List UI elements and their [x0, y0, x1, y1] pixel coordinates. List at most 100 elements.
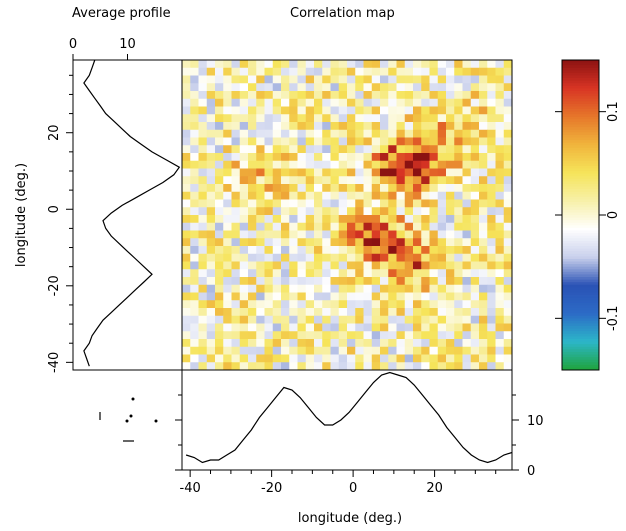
heatmap-cell	[397, 60, 406, 68]
colorbar-step	[562, 156, 599, 159]
heatmap-cell	[471, 254, 480, 262]
heatmap-cell	[314, 231, 323, 239]
heatmap-cell	[413, 114, 422, 122]
heatmap-cell	[223, 254, 232, 262]
heatmap-cell	[331, 207, 340, 215]
heatmap-cell	[248, 83, 257, 91]
heatmap-cell	[405, 300, 414, 308]
heatmap-cell	[265, 107, 274, 115]
heatmap-cell	[289, 347, 298, 355]
heatmap-cell	[487, 207, 496, 215]
heatmap-cell	[364, 91, 373, 99]
heatmap-cell	[223, 347, 232, 355]
colorbar-step	[562, 339, 599, 342]
heatmap-cell	[479, 238, 488, 246]
heatmap-cell	[421, 145, 430, 153]
heatmap-cell	[215, 254, 224, 262]
colorbar-step	[562, 104, 599, 107]
heatmap-cell	[421, 114, 430, 122]
heatmap-cell	[397, 269, 406, 277]
heatmap-cell	[331, 184, 340, 192]
heatmap-cell	[273, 324, 282, 332]
heatmap-cell	[273, 107, 282, 115]
heatmap-cell	[215, 362, 224, 370]
heatmap-cell	[430, 347, 439, 355]
heatmap-cell	[273, 238, 282, 246]
heatmap-cell	[190, 145, 199, 153]
heatmap-cell	[331, 68, 340, 76]
heatmap-cell	[479, 130, 488, 138]
heatmap-cell	[289, 254, 298, 262]
heatmap-cell	[372, 184, 381, 192]
heatmap-cell	[380, 269, 389, 277]
heatmap-cell	[223, 99, 232, 107]
heatmap-cell	[372, 76, 381, 84]
heatmap-cell	[397, 254, 406, 262]
heatmap-cell	[306, 223, 315, 231]
heatmap-cell	[265, 83, 274, 91]
heatmap-cell	[446, 184, 455, 192]
heatmap-cell	[240, 76, 249, 84]
heatmap-cell	[314, 316, 323, 324]
heatmap-cell	[471, 316, 480, 324]
heatmap-cell	[405, 130, 414, 138]
heatmap-cell	[463, 169, 472, 177]
colorbar-step	[562, 329, 599, 332]
heatmap-cell	[380, 176, 389, 184]
heatmap-cell	[314, 324, 323, 332]
heatmap-cell	[463, 161, 472, 169]
colorbar-step	[562, 114, 599, 117]
heatmap-cell	[289, 145, 298, 153]
heatmap-cell	[240, 107, 249, 115]
heatmap-cell	[487, 99, 496, 107]
heatmap-cell	[207, 130, 216, 138]
heatmap-cell	[430, 277, 439, 285]
heatmap-cell	[487, 184, 496, 192]
corner-marks	[100, 398, 157, 441]
heatmap-cell	[289, 114, 298, 122]
heatmap-cell	[421, 316, 430, 324]
heatmap-cell	[322, 114, 331, 122]
heatmap-cell	[430, 200, 439, 208]
heatmap-cell	[347, 347, 356, 355]
heatmap-cell	[454, 176, 463, 184]
heatmap-cell	[331, 107, 340, 115]
colorbar-step	[562, 267, 599, 270]
heatmap-cell	[306, 60, 315, 68]
heatmap-cell	[380, 76, 389, 84]
heatmap-cell	[438, 91, 447, 99]
heatmap-cell	[281, 262, 290, 270]
heatmap-cell	[306, 207, 315, 215]
colorbar-step	[562, 241, 599, 244]
heatmap-cell	[463, 324, 472, 332]
heatmap-cell	[215, 300, 224, 308]
heatmap-cell	[281, 114, 290, 122]
heatmap-cell	[388, 107, 397, 115]
heatmap-cell	[215, 246, 224, 254]
heatmap-cell	[413, 300, 422, 308]
map-title: Correlation map	[290, 6, 395, 21]
bottom-x-tick-label: 20	[426, 481, 443, 496]
heatmap-cell	[248, 277, 257, 285]
heatmap-cell	[372, 324, 381, 332]
heatmap-cell	[454, 293, 463, 301]
heatmap-cell	[454, 339, 463, 347]
heatmap-cell	[479, 223, 488, 231]
heatmap-cell	[223, 114, 232, 122]
heatmap-cell	[372, 138, 381, 146]
heatmap-cell	[190, 277, 199, 285]
heatmap-cell	[339, 153, 348, 161]
heatmap-cell	[215, 107, 224, 115]
colorbar-step	[562, 119, 599, 122]
heatmap-cell	[273, 246, 282, 254]
heatmap-cell	[438, 83, 447, 91]
heatmap-cell	[248, 262, 257, 270]
heatmap-cell	[388, 184, 397, 192]
heatmap-cell	[471, 347, 480, 355]
heatmap-cell	[347, 285, 356, 293]
heatmap-cell	[182, 362, 191, 370]
heatmap-cell	[306, 347, 315, 355]
heatmap-cell	[421, 138, 430, 146]
heatmap-cell	[199, 269, 208, 277]
heatmap-cell	[199, 324, 208, 332]
